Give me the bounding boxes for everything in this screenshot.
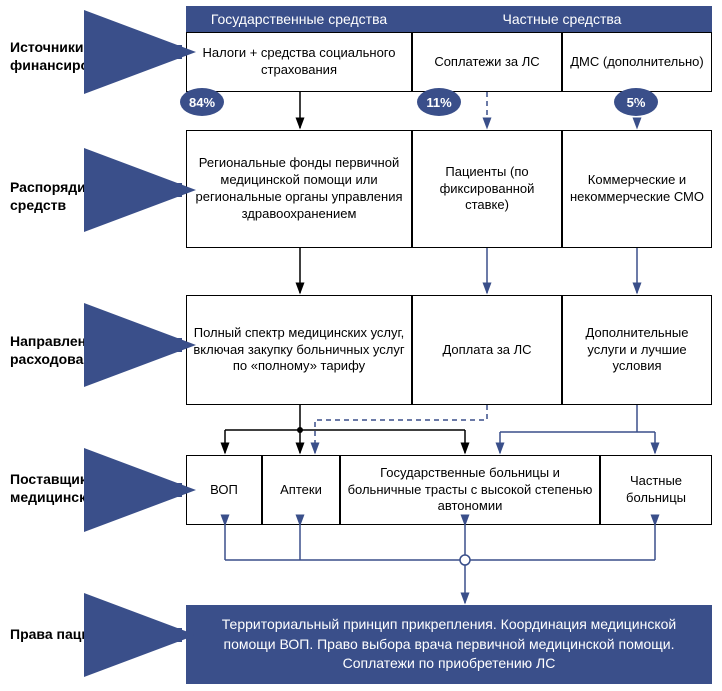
badge-11: 11%	[417, 88, 461, 116]
box-r3c2: Доплата за ЛС	[412, 295, 562, 405]
box-r4c4: Частные больницы	[600, 455, 712, 525]
box-r4c2: Аптеки	[262, 455, 340, 525]
box-r4c3: Государственные больницы и больничные тр…	[340, 455, 600, 525]
box-r2c3: Коммерческие и некоммерческие СМО	[562, 130, 712, 248]
header-gov: Государственные средства	[186, 6, 412, 32]
box-r4c1: ВОП	[186, 455, 262, 525]
box-r1c2: Соплатежи за ЛС	[412, 32, 562, 92]
box-r2c1: Региональные фонды первичной медицинской…	[186, 130, 412, 248]
box-r3c1: Полный спектр медицинских услуг, включая…	[186, 295, 412, 405]
label-providers: Поставщики медицинских услуг	[10, 470, 150, 506]
label-sources: Источники финансирования	[10, 38, 150, 74]
footer-rights: Территориальный принцип прикрепления. Ко…	[186, 605, 712, 684]
box-r3c3: Дополнительные услуги и лучшие условия	[562, 295, 712, 405]
box-r1c3: ДМС (дополнительно)	[562, 32, 712, 92]
label-managers: Распорядители средств	[10, 178, 150, 214]
box-r1c1: Налоги + средства социального страховани…	[186, 32, 412, 92]
label-spending: Направления расходования	[10, 332, 150, 368]
badge-5: 5%	[614, 88, 658, 116]
header-priv: Частные средства	[412, 6, 712, 32]
box-r2c2: Пациенты (по фиксированной ставке)	[412, 130, 562, 248]
badge-84: 84%	[180, 88, 224, 116]
label-rights: Права пациента	[10, 625, 150, 643]
